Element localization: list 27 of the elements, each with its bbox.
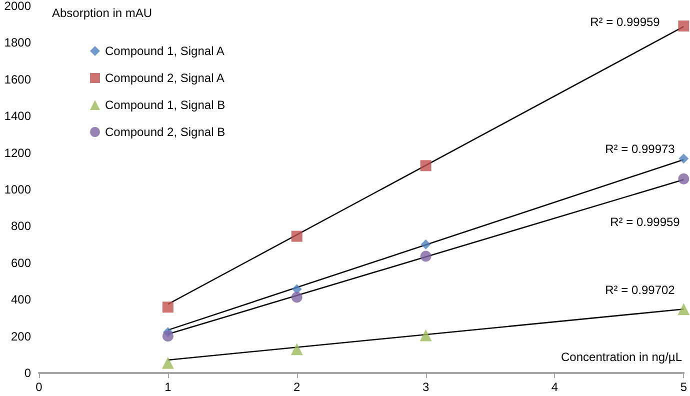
legend-label: Compound 2, Signal B [105,125,226,139]
y-tick-label: 200 [10,329,32,344]
x-tick-label: 0 [36,380,43,394]
y-tick-label: 1400 [4,109,32,124]
x-tick-label: 4 [551,380,558,394]
y-tick-label: 2000 [4,0,32,13]
x-tick-label: 1 [164,380,172,394]
x-tick-label: 2 [294,380,301,394]
y-tick-label: 600 [10,256,32,270]
x-tick-label: 5 [680,380,688,394]
y-tick-label: 800 [10,219,32,234]
legend-label: Compound 1, Signal A [105,44,224,58]
y-tick-label: 1800 [4,36,32,50]
x-axis-title: Concentration in ng/µL [561,350,682,364]
legend-label: Compound 2, Signal A [105,71,224,85]
x-tick-label: 3 [422,380,430,394]
y-tick-label: 1600 [4,72,32,86]
y-tick-label: 400 [10,292,32,307]
y-axis-title: Absorption in mAU [52,6,152,20]
annotation: R² = 0.99973 [605,142,676,156]
annotation: R² = 0.99959 [610,215,680,229]
annotation: R² = 0.99702 [605,283,676,297]
legend-label: Compound 1, Signal B [105,98,226,112]
annotation: R² = 0.99959 [590,15,660,29]
y-tick-label: 1000 [4,182,32,196]
y-tick-label: 0 [24,366,32,380]
y-tick-label: 1200 [4,146,32,160]
